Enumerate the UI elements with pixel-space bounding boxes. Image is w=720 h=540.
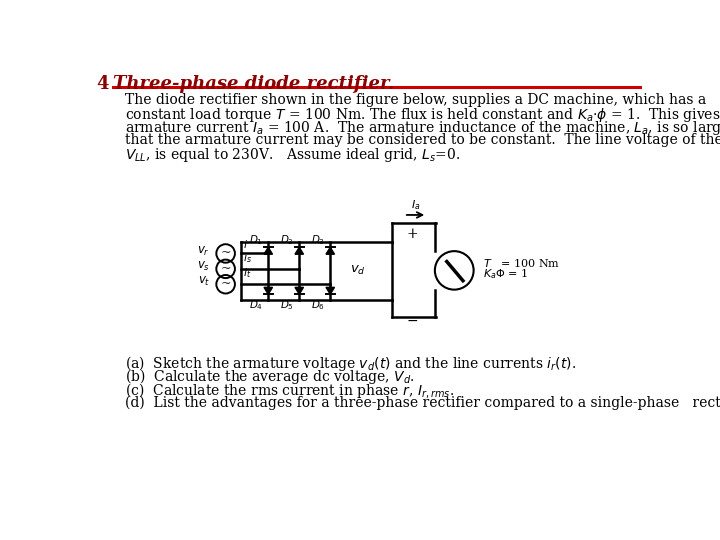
Text: constant load torque $T$ = 100 Nm. The flux is held constant and $K_a$$\cdot\phi: constant load torque $T$ = 100 Nm. The f… [125,106,720,124]
Text: $v_t$: $v_t$ [198,275,210,288]
Text: (b)  Calculate the average dc voltage, $V_d$.: (b) Calculate the average dc voltage, $V… [125,367,415,387]
Text: ~: ~ [220,246,231,259]
Text: $T$   = 100 Nm: $T$ = 100 Nm [483,256,560,269]
Polygon shape [295,287,304,294]
Text: (c)  Calculate the rms current in phase $r$, $I_{r,rms}$.: (c) Calculate the rms current in phase $… [125,381,454,400]
Text: $-$: $-$ [406,313,418,327]
Text: $i$: $i$ [243,238,248,249]
Text: $D_1$: $D_1$ [249,233,263,247]
Text: The diode rectifier shown in the figure below, supplies a DC machine, which has : The diode rectifier shown in the figure … [125,93,706,107]
Text: ~: ~ [220,277,231,290]
Text: $D_3$: $D_3$ [311,233,325,247]
Polygon shape [326,247,335,254]
Polygon shape [264,247,272,254]
Text: +: + [406,226,418,240]
Polygon shape [326,287,335,294]
Text: $i_t$: $i_t$ [243,267,251,280]
Text: $v_d$: $v_d$ [349,264,365,278]
Text: (a)  Sketch the armature voltage $v_d(t)$ and the line currents $i_r(t)$.: (a) Sketch the armature voltage $v_d(t)$… [125,354,576,373]
Text: $I_a$: $I_a$ [410,198,420,212]
Text: $V_{LL}$, is equal to 230V.   Assume ideal grid, $L_s$=0.: $V_{LL}$, is equal to 230V. Assume ideal… [125,146,460,164]
Text: $D_5$: $D_5$ [280,298,294,312]
Text: $v_s$: $v_s$ [197,260,210,273]
Text: that the armature current may be considered to be constant.  The line voltage of: that the armature current may be conside… [125,132,720,146]
Text: $i_s$: $i_s$ [243,251,252,265]
Text: 4: 4 [96,75,109,93]
Text: $K_a\Phi$ = 1: $K_a\Phi$ = 1 [483,267,528,281]
Text: armature current $I_a$ = 100 A.  The armature inductance of the machine, $L_a$, : armature current $I_a$ = 100 A. The arma… [125,119,720,138]
Text: $D_4$: $D_4$ [249,298,263,312]
Polygon shape [295,247,304,254]
Text: $v_r$: $v_r$ [197,245,210,258]
Text: $D_2$: $D_2$ [280,233,294,247]
Text: Three-phase diode rectifier.: Three-phase diode rectifier. [113,75,395,93]
Text: ~: ~ [220,261,231,274]
Text: (d)  List the advantages for a three-phase rectifier compared to a single-phase : (d) List the advantages for a three-phas… [125,395,720,409]
Polygon shape [264,287,272,294]
Text: $D_6$: $D_6$ [311,298,325,312]
